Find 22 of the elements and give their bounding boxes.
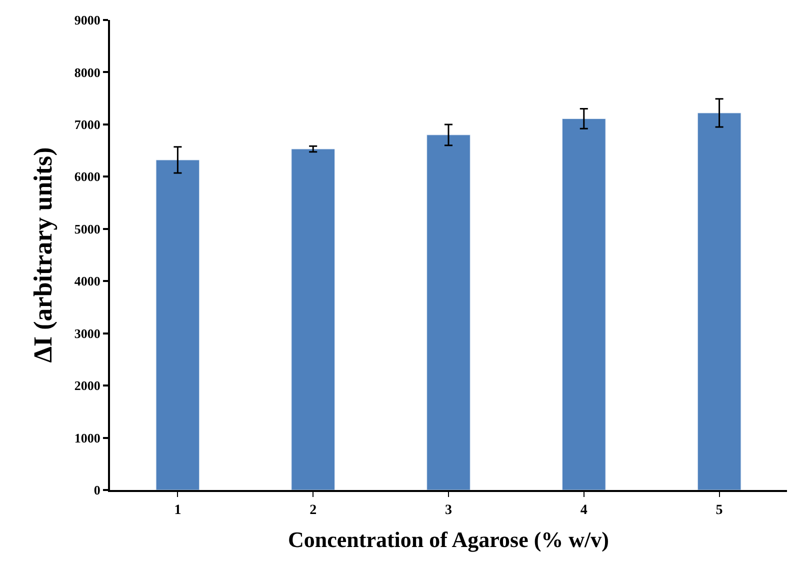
y-tick-label: 2000 xyxy=(74,378,100,394)
bar xyxy=(562,118,606,490)
bar xyxy=(291,148,336,490)
bar xyxy=(156,160,200,490)
y-tick-label: 5000 xyxy=(74,221,100,236)
y-tick-label: 9000 xyxy=(74,12,100,28)
y-tick-label: 3000 xyxy=(74,326,100,341)
bar xyxy=(426,134,470,490)
bar xyxy=(697,112,742,490)
x-tick-label: 4 xyxy=(580,502,588,518)
y-tick-label: 8000 xyxy=(74,64,100,80)
x-tick-label: 2 xyxy=(310,502,317,518)
y-tick-label: 7000 xyxy=(74,116,100,132)
y-tick-label: 0 xyxy=(94,482,100,498)
y-tick-label: 1000 xyxy=(74,430,100,446)
x-tick-label: 3 xyxy=(445,502,452,518)
x-tick-label: 1 xyxy=(174,502,182,518)
x-tick-label: 5 xyxy=(716,502,723,518)
y-axis-title: ΔI (arbitrary units) xyxy=(28,147,58,363)
y-tick-label: 4000 xyxy=(74,274,100,289)
x-axis-title: Concentration of Agarose (% w/v) xyxy=(288,527,609,552)
y-tick-label: 6000 xyxy=(74,169,100,184)
